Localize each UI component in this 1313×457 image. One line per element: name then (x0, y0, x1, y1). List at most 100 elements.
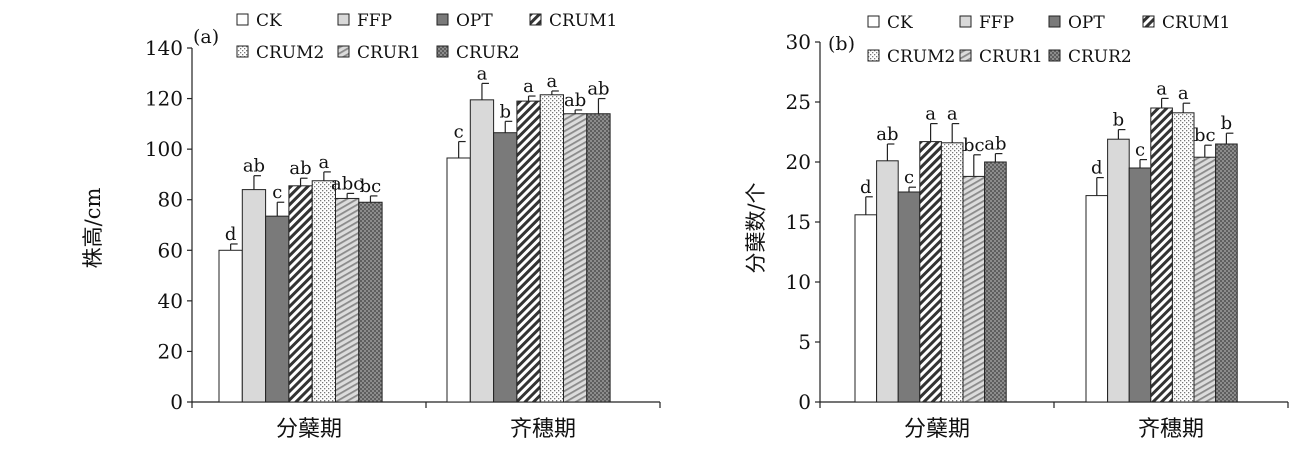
bar-crur2 (586, 113, 611, 403)
y-tick-label: 100 (145, 137, 183, 161)
significance-letter: c (1135, 140, 1145, 161)
significance-letter: d (860, 177, 872, 198)
bar-crum1 (288, 185, 313, 403)
legend-label-ck: CK (256, 11, 282, 31)
bar-opt (265, 215, 290, 403)
y-tick-label: 0 (798, 390, 811, 414)
y-tick-label: 5 (798, 330, 811, 354)
legend-label-crum2: CRUM2 (256, 43, 324, 63)
significance-letter: bc (360, 176, 382, 197)
significance-letter: ab (243, 156, 265, 177)
significance-letter: abc (331, 173, 363, 194)
significance-letter: b (1113, 110, 1125, 131)
y-axis-title: 分蘖数/个 (744, 182, 768, 273)
panel-label: (b) (828, 33, 855, 55)
bar-opt (1128, 167, 1152, 403)
y-tick-label: 20 (786, 150, 811, 174)
significance-letter: c (454, 122, 464, 143)
bar-ck (446, 157, 471, 403)
bar-crum2 (539, 94, 565, 403)
significance-letter: c (904, 167, 914, 188)
legend-swatch-ck (236, 13, 249, 26)
legend-swatch-crur1 (337, 45, 350, 58)
significance-letter: bc (1194, 125, 1216, 146)
legend-label-crur2: CRUR2 (456, 43, 520, 63)
significance-letter: a (546, 71, 557, 92)
legend-label-crur1: CRUR1 (357, 43, 421, 63)
bar-crum1 (919, 141, 942, 403)
legend-swatch-opt (436, 13, 449, 26)
legend-label-crum1: CRUM1 (549, 11, 617, 31)
significance-letter: b (1221, 113, 1233, 134)
bar-crum2 (940, 142, 964, 403)
panel-label: (a) (193, 26, 219, 48)
bar-crur1 (335, 197, 360, 403)
x-category-label: 齐穗期 (510, 417, 576, 442)
legend-swatch-crur2 (1048, 49, 1061, 62)
legend-swatch-crum1 (1142, 15, 1155, 28)
bar-crum1 (1150, 107, 1173, 403)
significance-letter: b (499, 101, 511, 122)
bar-ffp (469, 99, 495, 403)
bar-crum2 (311, 180, 337, 403)
y-tick-label: 140 (145, 36, 183, 60)
bar-opt (493, 132, 518, 403)
y-tick-label: 30 (786, 30, 811, 54)
bar-crur1 (563, 113, 588, 403)
bar-crur1 (962, 175, 986, 403)
y-tick-label: 20 (158, 339, 183, 363)
significance-letter: a (1156, 78, 1167, 99)
y-tick-label: 15 (786, 210, 811, 234)
y-tick-label: 0 (170, 390, 183, 414)
legend-label-crur1: CRUR1 (979, 47, 1043, 67)
legend-label-ck: CK (887, 13, 913, 33)
legend-swatch-crur1 (959, 49, 972, 62)
legend-label-ffp: FFP (357, 11, 392, 31)
bar-crum2 (1171, 112, 1195, 403)
legend-swatch-ffp (959, 15, 972, 28)
significance-letter: d (1091, 158, 1103, 179)
legend-label-opt: OPT (1068, 13, 1105, 33)
significance-letter: a (523, 76, 534, 97)
legend-label-crum2: CRUM2 (887, 47, 955, 67)
legend-label-crum1: CRUM1 (1162, 13, 1230, 33)
significance-letter: a (1178, 83, 1189, 104)
significance-letter: ab (289, 158, 311, 179)
significance-letter: a (947, 104, 958, 125)
legend-swatch-crum1 (529, 13, 542, 26)
bar-opt (897, 191, 921, 403)
bar-ck (218, 249, 243, 403)
legend-swatch-crum2 (867, 49, 880, 62)
x-category-label: 分蘖期 (276, 417, 342, 442)
x-category-label: 分蘖期 (904, 417, 970, 442)
legend-swatch-ffp (337, 13, 350, 26)
bar-crur2 (358, 201, 383, 403)
bar-crur2 (1215, 143, 1238, 403)
bar-ffp (876, 160, 899, 403)
bar-ck (1085, 195, 1109, 403)
y-tick-label: 10 (786, 270, 811, 294)
significance-letter: d (225, 224, 237, 245)
y-tick-label: 25 (786, 90, 811, 114)
legend-label-crur2: CRUR2 (1068, 47, 1132, 67)
y-tick-label: 80 (158, 188, 183, 212)
legend-label-ffp: FFP (979, 13, 1014, 33)
legend-label-opt: OPT (456, 11, 493, 31)
significance-letter: c (272, 182, 282, 203)
significance-letter: ab (587, 79, 609, 100)
legend: CK FFP OPT CRUM1 CRUM2 CRUR1 CRUR2 (236, 11, 617, 63)
y-tick-label: 40 (158, 289, 183, 313)
significance-letter: ab (984, 134, 1006, 155)
bar-ffp (241, 189, 267, 403)
significance-letter: a (318, 152, 329, 173)
significance-letter: a (477, 63, 488, 84)
significance-letter: ab (564, 90, 586, 111)
bar-crur2 (984, 161, 1007, 403)
legend-swatch-crum2 (236, 45, 249, 58)
legend-swatch-crur2 (436, 45, 449, 58)
bar-ffp (1107, 138, 1130, 403)
